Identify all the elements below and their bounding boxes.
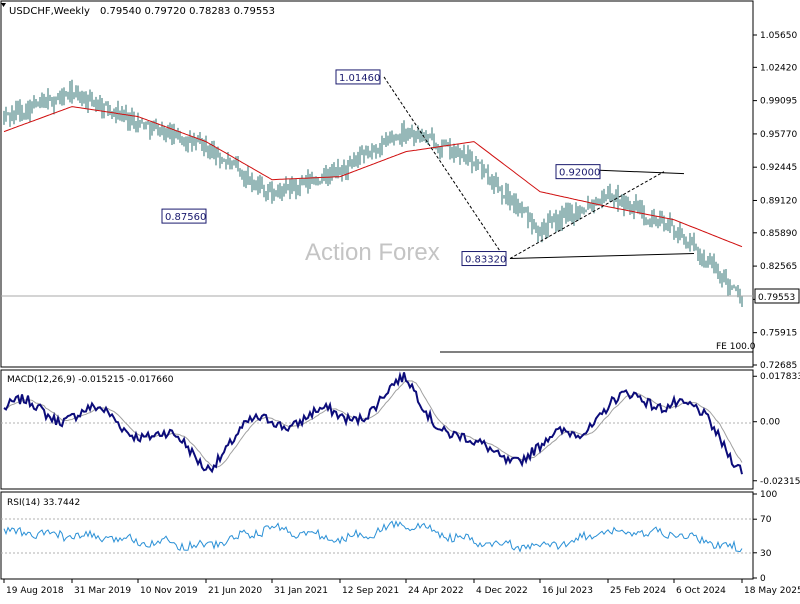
price-y-tick-label: 0.99095 — [760, 97, 797, 107]
fe-100-label: FE 100.0 — [716, 342, 756, 352]
price-annotation-box — [335, 69, 381, 85]
price-annotation-label: 0.87560 — [165, 212, 206, 223]
fib-projection-line — [509, 171, 665, 259]
price-y-tick-label: 1.05650 — [760, 31, 797, 41]
support-trendline — [509, 253, 695, 260]
macd-panel-frame — [0, 369, 754, 490]
rsi-panel-frame — [0, 491, 754, 580]
x-tick-label: 19 Aug 2018 — [6, 586, 64, 596]
x-tick-label: 31 Jan 2021 — [274, 586, 328, 596]
price-annotation-label: 0.83320 — [465, 255, 506, 266]
price-y-tick-label: 0.89120 — [760, 196, 797, 206]
price-y-axis: 1.05650 1.02420 0.99095 0.95770 0.92445 0.891… — [753, 31, 797, 371]
x-tick-label: 25 Feb 2024 — [610, 586, 666, 596]
x-tick-label: 24 Apr 2022 — [408, 586, 464, 596]
x-tick-label: 10 Nov 2019 — [140, 586, 198, 596]
price-y-tick-label: 1.02420 — [760, 63, 797, 73]
x-tick-label: 31 Mar 2019 — [74, 586, 131, 596]
price-annotation-box — [161, 208, 207, 224]
x-tick-label: 12 Sep 2021 — [342, 586, 399, 596]
macd-y-tick-label: 0.017833 — [760, 372, 800, 382]
current-price-box — [754, 288, 800, 304]
price-annotation-label: 1.01460 — [339, 73, 380, 84]
current-price-label: 0.79553 — [758, 293, 795, 303]
macd-y-tick-label: -0.023159 — [760, 477, 800, 487]
price-objects: 1.01460 0.87560 0.83320 0.92000 — [161, 69, 695, 267]
macd-label: MACD(12,26,9) -0.015215 -0.017660 — [7, 375, 174, 385]
macd-signal-line — [3, 380, 743, 468]
x-tick-label: 4 Dec 2022 — [476, 586, 528, 596]
price-y-tick-label: 0.95770 — [760, 130, 797, 140]
macd-y-tick-label: 0.00 — [760, 418, 780, 428]
moving-average-line — [3, 106, 743, 248]
price-y-tick-label: 0.72685 — [760, 361, 797, 371]
resistance-trendline — [583, 169, 685, 175]
x-tick-label: 16 Jul 2023 — [542, 586, 593, 596]
price-annotation-box — [555, 164, 601, 180]
price-annotation-box — [461, 251, 507, 267]
x-tick-label: 18 May 2025 — [744, 586, 800, 596]
price-annotation-label: 0.92000 — [559, 168, 600, 179]
macd-main-line — [3, 371, 743, 475]
x-axis: 19 Aug 2018 31 Mar 2019 10 Nov 2019 21 Jun … — [3, 579, 800, 596]
rsi-y-tick-label: 30 — [760, 549, 772, 559]
watermark: Action Forex — [305, 239, 440, 266]
price-y-tick-label: 0.85890 — [760, 229, 797, 239]
price-y-tick-label: 0.82565 — [760, 262, 797, 272]
collapse-triangle-icon — [1, 3, 6, 7]
chart-symbol: USDCHF,Weekly — [9, 6, 90, 17]
chart-ohlc-readout: 0.79540 0.79720 0.78283 0.79553 — [100, 6, 275, 17]
fib-projection-line — [383, 76, 506, 259]
rsi-y-axis: 100 70 30 0 — [753, 490, 777, 584]
price-panel-frame — [0, 0, 754, 368]
x-tick-label: 6 Oct 2024 — [676, 586, 726, 596]
price-y-tick-label: 0.92445 — [760, 163, 797, 173]
rsi-label: RSI(14) 33.7442 — [7, 498, 80, 508]
price-bars — [3, 79, 743, 307]
rsi-y-tick-label: 100 — [760, 490, 777, 500]
macd-y-axis: 0.017833 0.00 -0.023159 — [753, 372, 800, 487]
rsi-y-tick-label: 70 — [760, 515, 772, 525]
rsi-y-tick-label: 0 — [760, 574, 766, 584]
price-y-tick-label: 0.75915 — [760, 329, 797, 339]
rsi-line — [3, 520, 743, 553]
x-tick-label: 21 Jun 2020 — [208, 586, 262, 596]
